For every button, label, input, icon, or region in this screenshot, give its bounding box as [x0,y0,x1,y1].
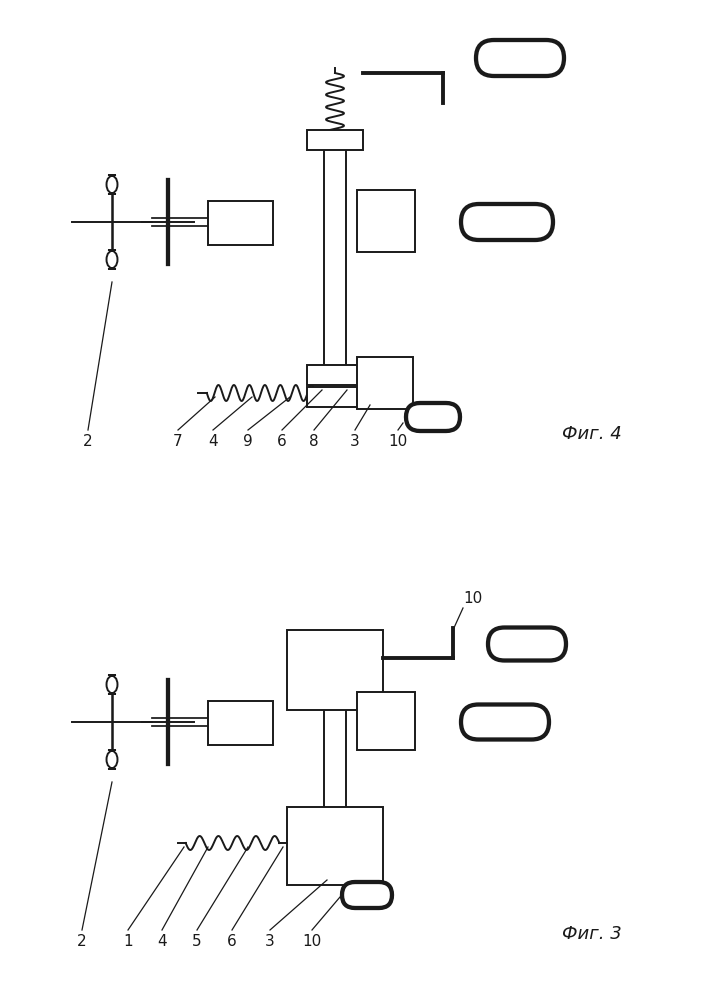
Bar [307,387,363,407]
FancyBboxPatch shape [406,403,460,431]
Text: 5: 5 [192,934,201,949]
Bar [357,692,415,750]
Text: 10: 10 [463,591,482,606]
Text: 4: 4 [208,434,218,449]
Text: 1: 1 [123,934,133,949]
Text: 6: 6 [227,934,237,949]
FancyBboxPatch shape [476,40,564,76]
FancyBboxPatch shape [107,175,117,194]
Bar [357,190,415,252]
Text: 6: 6 [277,434,287,449]
Bar [357,357,413,409]
Text: 9: 9 [243,434,253,449]
FancyBboxPatch shape [461,704,549,740]
FancyBboxPatch shape [107,750,117,769]
Text: 7: 7 [173,434,183,449]
Text: 10: 10 [303,934,322,949]
Text: 3: 3 [265,934,275,949]
FancyBboxPatch shape [107,675,117,694]
Text: 3: 3 [350,434,360,449]
FancyBboxPatch shape [461,204,553,240]
Text: 10: 10 [388,434,408,449]
Bar [287,630,383,710]
FancyBboxPatch shape [342,882,392,908]
Bar [287,807,383,885]
Text: 2: 2 [83,434,93,449]
FancyBboxPatch shape [488,628,566,660]
Text: Фиг. 4: Фиг. 4 [562,425,622,443]
Text: 4: 4 [157,934,167,949]
Text: Фиг. 3: Фиг. 3 [562,925,622,943]
Bar [324,640,346,875]
Bar [208,701,273,745]
FancyBboxPatch shape [107,250,117,269]
Bar [307,130,363,150]
Text: 8: 8 [309,434,319,449]
Text: 2: 2 [77,934,87,949]
Bar [208,201,273,245]
Bar [324,140,346,375]
Bar [307,365,363,385]
